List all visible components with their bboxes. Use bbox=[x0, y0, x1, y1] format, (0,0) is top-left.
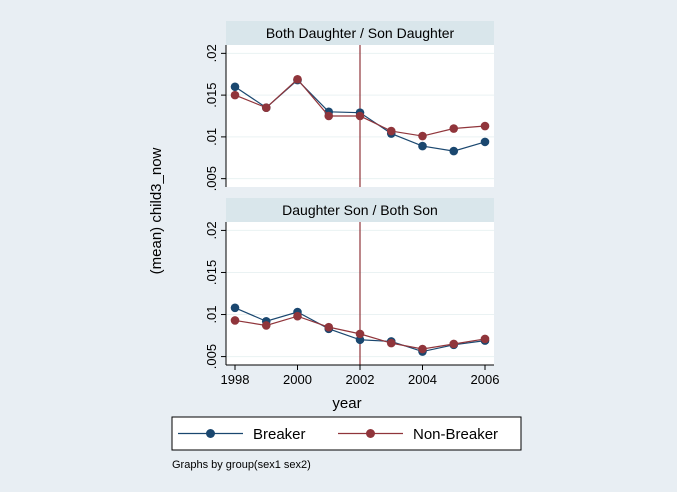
x-axis-title: year bbox=[332, 395, 361, 412]
data-point bbox=[386, 126, 396, 136]
x-tick-label: 1998 bbox=[221, 372, 250, 387]
y-tick-label: .02 bbox=[204, 221, 219, 239]
data-point bbox=[293, 74, 302, 84]
panel-1: Both Daughter / Son Daughter .02 .015 .01 .0… bbox=[204, 21, 494, 191]
data-point bbox=[261, 321, 271, 330]
legend-label: Breaker bbox=[253, 426, 306, 443]
data-point bbox=[386, 338, 396, 348]
legend-label: Non-Breaker bbox=[413, 426, 498, 443]
panel-strip bbox=[226, 198, 494, 222]
data-point bbox=[324, 111, 334, 121]
data-point bbox=[480, 137, 490, 147]
panels: Both Daughter / Son Daughter .02 .015 .01 .0… bbox=[204, 21, 494, 369]
data-point bbox=[230, 316, 240, 325]
data-point bbox=[418, 131, 427, 141]
legend-marker bbox=[206, 429, 215, 438]
x-tick-label: 2004 bbox=[408, 372, 437, 387]
data-point bbox=[449, 124, 459, 133]
data-point bbox=[355, 335, 365, 345]
x-tick-label: 2006 bbox=[471, 372, 500, 387]
data-point bbox=[449, 146, 459, 156]
data-point bbox=[449, 339, 459, 349]
data-point bbox=[418, 344, 427, 354]
panel-title: Both Daughter / Son Daughter bbox=[266, 25, 455, 41]
data-point bbox=[355, 111, 365, 121]
legend-marker bbox=[366, 429, 375, 438]
y-tick-label: .005 bbox=[204, 344, 219, 369]
x-tick-label: 2000 bbox=[283, 372, 312, 387]
x-tick-label: 2002 bbox=[346, 372, 375, 387]
panel-2: Daughter Son / Both Son .02 .015 .01 .005 bbox=[204, 198, 494, 369]
y-tick-label: .02 bbox=[204, 44, 219, 62]
data-point bbox=[480, 334, 490, 344]
x-axis: 1998 2000 2002 2004 2006 bbox=[221, 364, 500, 387]
data-point bbox=[324, 322, 334, 332]
data-point bbox=[418, 141, 427, 151]
panel-strip bbox=[226, 21, 494, 45]
data-point bbox=[293, 311, 302, 321]
panel-title: Daughter Son / Both Son bbox=[282, 202, 438, 218]
data-point bbox=[261, 103, 271, 112]
y-tick-label: .01 bbox=[204, 128, 219, 146]
y-tick-label: .005 bbox=[204, 166, 219, 191]
data-point bbox=[230, 82, 240, 92]
y-tick-label: .015 bbox=[204, 260, 219, 285]
data-point bbox=[480, 121, 490, 131]
y-tick-label: .015 bbox=[204, 82, 219, 107]
y-axis-title: (mean) child3_now bbox=[148, 147, 165, 274]
legend: Breaker Non-Breaker bbox=[171, 416, 522, 451]
data-point bbox=[355, 329, 365, 339]
data-point bbox=[230, 303, 240, 313]
data-point bbox=[230, 90, 240, 100]
y-tick-label: .01 bbox=[204, 305, 219, 323]
graph-note: Graphs by group(sex1 sex2) bbox=[172, 459, 311, 471]
